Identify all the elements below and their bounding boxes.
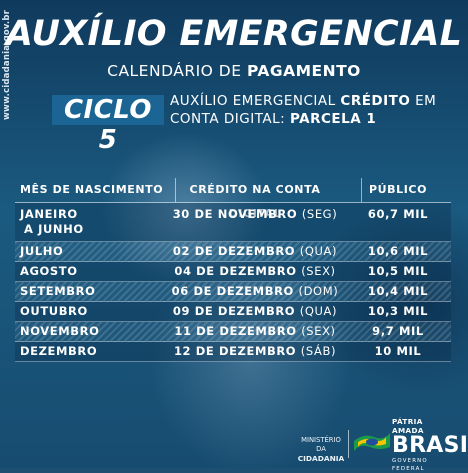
header-birth-month: MÊS DE NASCIMENTO — [20, 183, 164, 196]
credit-date-cell: 06 DE DEZEMBRO (DOM) — [165, 282, 345, 301]
subtitle: CALENDÁRIO DE PAGAMENTO — [0, 61, 468, 81]
weekday: (QUA) — [299, 244, 338, 258]
header-credit: CRÉDITO NA CONTA DIGITAL — [189, 183, 321, 220]
cycle-line1-b: CRÉDITO — [340, 93, 411, 109]
weekday: (SEX) — [301, 324, 336, 338]
credit-date: 09 DE DEZEMBRO — [172, 304, 296, 318]
birth-month-cell: AGOSTO — [20, 264, 78, 278]
birth-month-line1: JANEIRO — [20, 207, 78, 221]
payment-table: MÊS DE NASCIMENTO CRÉDITO NA CONTA DIGIT… — [15, 178, 451, 362]
weekday: (SEX) — [301, 264, 336, 278]
public-cell: 10,6 MIL — [367, 244, 429, 258]
birth-month-cell: NOVEMBRO — [20, 324, 100, 338]
page-title: AUXÍLIO EMERGENCIAL — [5, 14, 463, 54]
cycle-line1-a: AUXÍLIO EMERGENCIAL — [170, 93, 341, 109]
ministry-line2: CIDADANIA — [297, 454, 345, 463]
credit-date-cell: 30 DE NOVEMBRO (SEG) — [165, 203, 345, 222]
credit-date-cell: 12 DE DEZEMBRO (SÁB) — [165, 342, 345, 361]
cycle-line2-a: CONTA DIGITAL: — [170, 111, 290, 127]
birth-month-cell: DEZEMBRO — [20, 344, 98, 358]
cycle-line1-c: EM — [410, 93, 437, 109]
subtitle-part1: CALENDÁRIO DE — [107, 62, 247, 80]
birth-month-cell: JANEIRO A JUNHO — [15, 203, 165, 237]
table-row: SETEMBRO 06 DE DEZEMBRO (DOM) 10,4 MIL — [15, 282, 451, 302]
public-cell: 10,4 MIL — [367, 284, 429, 298]
brand-line1: PÁTRIA AMADA — [392, 417, 424, 435]
brand-logo: PÁTRIA AMADA BRASIL GOVERNO FEDERAL — [392, 417, 468, 473]
credit-date: 30 DE NOVEMBRO — [172, 207, 298, 221]
table-row: AGOSTO 04 DE DEZEMBRO (SEX) 10,5 MIL — [15, 262, 451, 282]
table-row: NOVEMBRO 11 DE DEZEMBRO (SEX) 9,7 MIL — [15, 322, 451, 342]
credit-date-cell: 02 DE DEZEMBRO (QUA) — [165, 242, 345, 261]
public-cell: 10 MIL — [374, 344, 422, 358]
table-row: JANEIRO A JUNHO 30 DE NOVEMBRO (SEG) 60,… — [15, 203, 451, 242]
flag-blue-globe — [366, 438, 378, 446]
ministry-line1: MINISTÉRIO DA — [301, 436, 341, 453]
table-row: OUTUBRO 09 DE DEZEMBRO (QUA) 10,3 MIL — [15, 302, 451, 322]
brand-line3: GOVERNO FEDERAL — [392, 458, 428, 472]
weekday: (SEG) — [301, 207, 338, 221]
public-cell: 60,7 MIL — [367, 207, 429, 221]
credit-date: 04 DE DEZEMBRO — [174, 264, 297, 278]
cycle-line2-b: PARCELA 1 — [290, 111, 377, 127]
credit-date: 12 DE DEZEMBRO — [173, 344, 297, 358]
footer-divider — [348, 430, 349, 458]
credit-date: 02 DE DEZEMBRO — [172, 244, 296, 258]
brand-line2: BRASIL — [392, 433, 468, 458]
birth-month-cell: JULHO — [20, 244, 64, 258]
table-header-row: MÊS DE NASCIMENTO CRÉDITO NA CONTA DIGIT… — [15, 178, 451, 220]
credit-date: 11 DE DEZEMBRO — [174, 324, 297, 338]
credit-date: 06 DE DEZEMBRO — [171, 284, 294, 298]
cycle-badge: CICLO 5 — [52, 95, 164, 155]
column-separator — [175, 178, 176, 202]
column-separator — [361, 178, 362, 202]
table-row: DEZEMBRO 12 DE DEZEMBRO (SÁB) 10 MIL — [15, 342, 451, 362]
header-public: PÚBLICO — [368, 183, 428, 196]
cycle-description-line2: CONTA DIGITAL: PARCELA 1 — [170, 110, 460, 128]
public-cell: 10,5 MIL — [367, 264, 429, 278]
credit-date-cell: 09 DE DEZEMBRO (QUA) — [165, 302, 345, 321]
birth-month-line2: A JUNHO — [24, 222, 84, 236]
brazil-flag-logo — [354, 433, 390, 451]
weekday: (DOM) — [298, 284, 339, 298]
table-row: JULHO 02 DE DEZEMBRO (QUA) 10,6 MIL — [15, 242, 451, 262]
weekday: (QUA) — [299, 304, 338, 318]
birth-month-cell: OUTUBRO — [20, 304, 88, 318]
credit-date-cell: 11 DE DEZEMBRO (SEX) — [165, 322, 345, 341]
cycle-description: AUXÍLIO EMERGENCIAL CRÉDITO EM CONTA DIG… — [170, 92, 460, 128]
public-cell: 10,3 MIL — [367, 304, 429, 318]
public-cell: 9,7 MIL — [372, 324, 424, 338]
credit-date-cell: 04 DE DEZEMBRO (SEX) — [165, 262, 345, 281]
cycle-description-line1: AUXÍLIO EMERGENCIAL CRÉDITO EM — [170, 92, 460, 110]
weekday: (SÁB) — [300, 344, 337, 358]
ministry-logo: MINISTÉRIO DA CIDADANIA — [296, 436, 346, 464]
subtitle-part2: PAGAMENTO — [246, 62, 361, 80]
birth-month-cell: SETEMBRO — [20, 284, 96, 298]
